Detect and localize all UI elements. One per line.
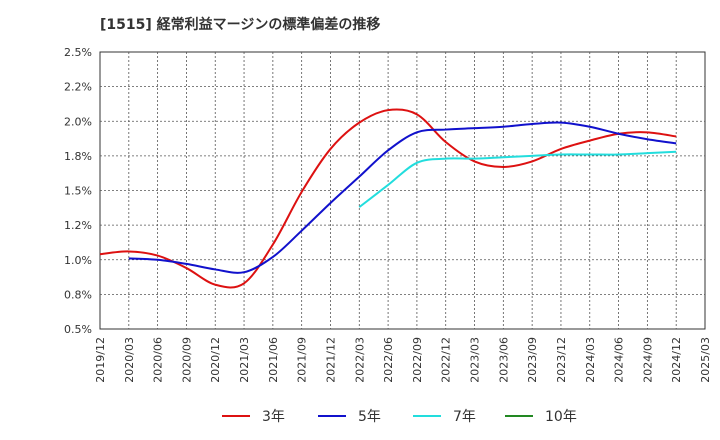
series-line-2 xyxy=(358,150,677,208)
x-tick-label: 2020/06 xyxy=(152,337,165,383)
legend-swatch xyxy=(505,415,533,417)
x-tick-label: 2022/06 xyxy=(382,337,395,383)
legend-label: 7年 xyxy=(453,409,476,425)
y-tick-label: 2.0% xyxy=(64,115,92,128)
legend-item: 7年 xyxy=(413,404,476,428)
x-tick-label: 2023/12 xyxy=(555,337,568,383)
grid-lines xyxy=(100,52,705,329)
legend-swatch xyxy=(413,415,441,417)
legend: 3年 5年 7年 10年 xyxy=(0,404,720,428)
x-tick-label: 2022/09 xyxy=(411,337,424,383)
legend-item: 3年 xyxy=(222,404,285,428)
plot-area xyxy=(99,51,706,330)
x-tick-label: 2021/09 xyxy=(296,337,309,383)
x-tick-label: 2023/09 xyxy=(526,337,539,383)
series-lines xyxy=(99,108,677,289)
y-tick-label: 1.2% xyxy=(64,219,92,232)
x-tick-label: 2020/09 xyxy=(180,337,193,383)
x-tick-label: 2024/03 xyxy=(584,337,597,383)
x-tick-label: 2023/03 xyxy=(469,337,482,383)
x-tick-label: 2024/06 xyxy=(613,337,626,383)
x-tick-label: 2021/06 xyxy=(267,337,280,383)
y-tick-label: 2.2% xyxy=(64,81,92,94)
y-tick-label: 1.8% xyxy=(64,150,92,163)
x-tick-label: 2019/12 xyxy=(94,337,107,383)
chart-title: [1515] 経常利益マージンの標準偏差の推移 xyxy=(100,17,381,33)
series-line-0 xyxy=(99,108,677,289)
x-tick-label: 2024/12 xyxy=(670,337,683,383)
legend-label: 3年 xyxy=(262,409,285,425)
y-tick-label: 2.5% xyxy=(64,46,92,59)
legend-item: 10年 xyxy=(505,404,577,428)
x-tick-label: 2021/12 xyxy=(324,337,337,383)
legend-item: 5年 xyxy=(318,404,381,428)
x-tick-label: 2022/03 xyxy=(353,337,366,383)
legend-swatch xyxy=(318,415,346,417)
y-tick-label: 1.0% xyxy=(64,254,92,267)
x-tick-label: 2021/03 xyxy=(238,337,251,383)
x-tick-label: 2025/03 xyxy=(699,337,712,383)
series-line-1 xyxy=(128,121,677,274)
y-tick-label: 0.5% xyxy=(64,323,92,336)
x-axis-tick-labels: 2019/12 2020/03 2020/06 2020/09 2020/12 2021/… xyxy=(94,337,712,383)
y-axis-tick-labels: 0.5% 0.8% 1.0% 1.2% 1.5% 1.8% 2.0% 2.2% 2.5% xyxy=(64,46,92,336)
x-tick-label: 2020/03 xyxy=(123,337,136,383)
legend-label: 10年 xyxy=(545,409,577,425)
x-tick-label: 2023/06 xyxy=(497,337,510,383)
x-tick-label: 2020/12 xyxy=(209,337,222,383)
legend-swatch xyxy=(222,415,250,417)
x-tick-label: 2024/09 xyxy=(641,337,654,383)
y-tick-label: 1.5% xyxy=(64,185,92,198)
y-tick-label: 0.8% xyxy=(64,288,92,301)
legend-label: 5年 xyxy=(358,409,381,425)
x-tick-label: 2022/12 xyxy=(440,337,453,383)
